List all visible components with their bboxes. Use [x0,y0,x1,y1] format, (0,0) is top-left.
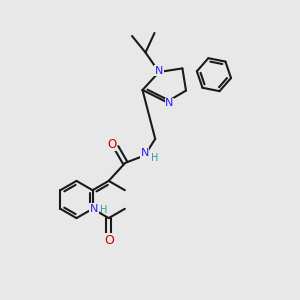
Text: H: H [151,153,158,163]
Text: N: N [90,204,98,214]
Text: O: O [107,138,116,151]
Text: N: N [155,65,163,76]
Text: O: O [104,234,114,247]
Text: H: H [100,205,108,215]
Text: N: N [140,148,149,158]
Text: N: N [165,98,174,109]
